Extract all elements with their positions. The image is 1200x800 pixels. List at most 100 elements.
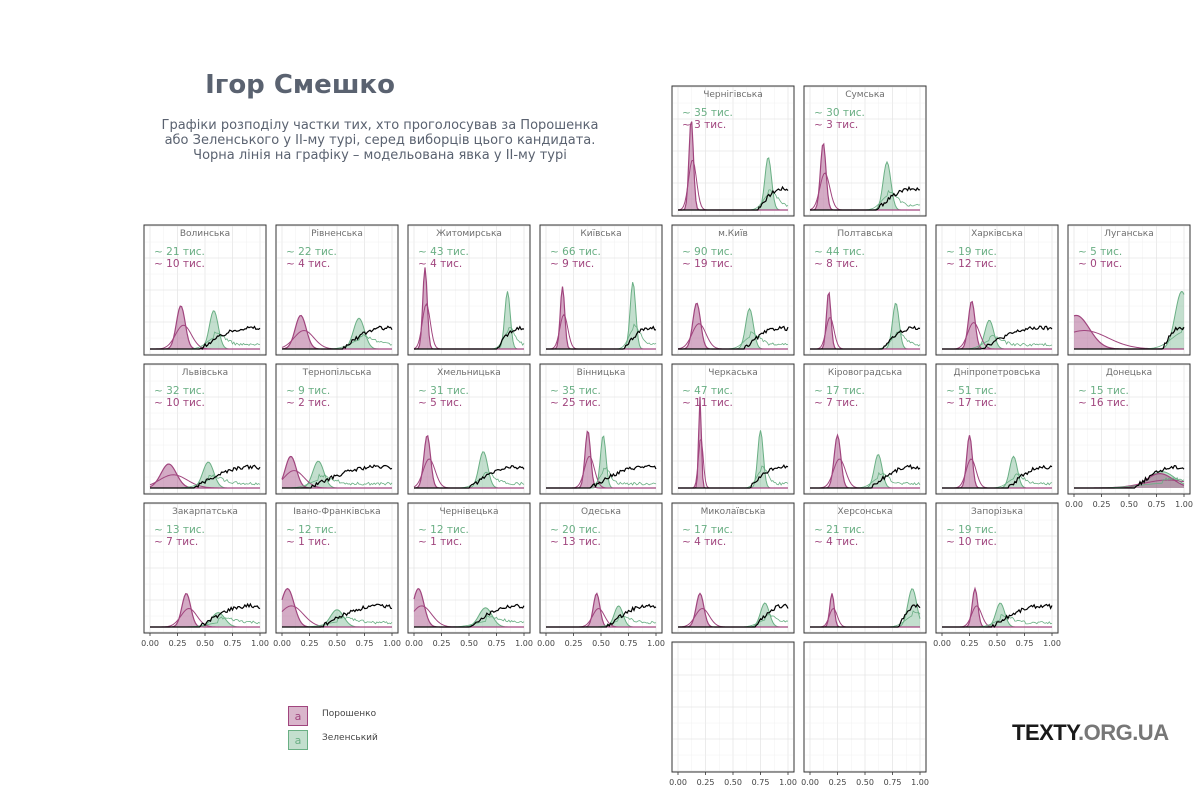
turnout-line — [942, 464, 1053, 489]
zelensky-count-label: ~ 12 тис. — [418, 524, 469, 536]
turnout-line — [810, 603, 921, 628]
x-tick-label: 1.00 — [779, 778, 797, 787]
poroshenko-count-label: ~ 10 тис. — [946, 536, 997, 548]
panel-title: Хмельницька — [437, 368, 501, 378]
zelensky-count-label: ~ 15 тис. — [1078, 385, 1129, 397]
panel-title: Сумська — [845, 90, 885, 100]
panel-title: Одеська — [581, 507, 621, 517]
poroshenko-area — [282, 588, 392, 627]
zelensky-count-label: ~ 35 тис. — [682, 107, 733, 119]
turnout-line — [810, 325, 921, 350]
zelensky-count-label: ~ 30 тис. — [814, 107, 865, 119]
poroshenko-count-label: ~ 4 тис. — [286, 258, 330, 270]
poroshenko-count-label: ~ 10 тис. — [154, 397, 205, 409]
poroshenko-area — [810, 435, 920, 488]
poroshenko-count-label: ~ 13 тис. — [550, 536, 601, 548]
panel-title: Полтавська — [837, 229, 892, 239]
poroshenko-line-alt — [281, 470, 392, 489]
x-tick-label: 1.00 — [647, 639, 665, 648]
facet-panel: Черкаська ~ 47 тис.~ 11 тис. — [671, 363, 795, 495]
zelensky-area — [546, 436, 656, 488]
zelensky-count-label: ~ 35 тис. — [550, 385, 601, 397]
turnout-line — [678, 464, 789, 489]
panel-title: Чернігівська — [703, 90, 763, 100]
x-tick-label: 1.00 — [1043, 639, 1061, 648]
facet-panel: Херсонська ~ 21 тис.~ 4 тис. — [803, 502, 927, 634]
zelensky-count-label: ~ 13 тис. — [154, 524, 205, 536]
zelensky-count-label: ~ 47 тис. — [682, 385, 733, 397]
poroshenko-count-label: ~ 16 тис. — [1078, 397, 1129, 409]
zelensky-count-label: ~ 44 тис. — [814, 246, 865, 258]
poroshenko-count-label: ~ 4 тис. — [682, 536, 726, 548]
facet-panel: м.Київ ~ 90 тис.~ 19 тис. — [671, 224, 795, 356]
legend-label-zelensky: Зеленський — [322, 733, 378, 743]
panel-title: Закарпатська — [172, 507, 238, 517]
zelensky-count-label: ~ 21 тис. — [154, 246, 205, 258]
zelensky-line-alt — [281, 473, 393, 489]
poroshenko-area — [942, 435, 1052, 488]
facet-panel: 0.00 0.25 0.50 0.75 1.00 Івано-Франківська ~ 1… — [273, 502, 401, 648]
turnout-line — [282, 325, 393, 350]
zelensky-area — [942, 603, 1052, 627]
panel-title: Харківська — [971, 229, 1023, 239]
poroshenko-count-label: ~ 3 тис. — [814, 119, 858, 131]
panel-title: Запорізька — [971, 507, 1023, 517]
poroshenko-count-label: ~ 17 тис. — [946, 397, 997, 409]
turnout-line — [282, 603, 393, 628]
facet-panel: Кіровоградська ~ 17 тис.~ 7 тис. — [803, 363, 927, 495]
poroshenko-line-alt — [1073, 330, 1184, 350]
facet-panel: Волинська ~ 21 тис.~ 10 тис. — [143, 224, 267, 356]
x-tick-label: 0.50 — [1120, 500, 1138, 509]
poroshenko-line-alt — [942, 322, 1052, 350]
x-tick-label: 0.25 — [1093, 500, 1111, 509]
poroshenko-area — [678, 303, 788, 349]
facet-panel: 0.00 0.25 0.50 0.75 1.00 Донецька ~ 15 тис.~ 1… — [1065, 363, 1193, 509]
zelensky-count-label: ~ 21 тис. — [814, 524, 865, 536]
x-tick-label: 0.75 — [1148, 500, 1166, 509]
zelensky-area — [810, 162, 920, 210]
panel-title: Житомирська — [436, 229, 502, 239]
facet-panel: Рівненська ~ 22 тис.~ 4 тис. — [275, 224, 399, 356]
legend-key-poroshenko: a — [288, 706, 308, 726]
panel-title: Миколаївська — [701, 507, 766, 517]
facet-panel: 0.00 0.25 0.50 0.75 1.00 — [669, 641, 797, 787]
turnout-line — [150, 602, 261, 628]
poroshenko-count-label: ~ 7 тис. — [154, 536, 198, 548]
logo-suffix: .ORG.UA — [1077, 720, 1169, 745]
chart-subtitle: Графіки розподілу частки тих, хто прогол… — [130, 118, 630, 163]
panel-title: Вінницька — [577, 368, 626, 378]
zelensky-count-label: ~ 32 тис. — [154, 385, 205, 397]
zelensky-count-label: ~ 22 тис. — [286, 246, 337, 258]
turnout-line — [150, 325, 261, 350]
poroshenko-count-label: ~ 4 тис. — [418, 258, 462, 270]
x-tick-label: 0.00 — [405, 639, 423, 648]
zelensky-area — [414, 291, 524, 349]
texty-logo[interactable]: TEXTY.ORG.UA — [1012, 720, 1169, 746]
x-tick-label: 0.00 — [537, 639, 555, 648]
turnout-line — [546, 464, 657, 489]
panel-title: Луганська — [1104, 229, 1153, 239]
turnout-line — [414, 603, 525, 628]
poroshenko-area — [414, 267, 524, 349]
poroshenko-count-label: ~ 5 тис. — [418, 397, 462, 409]
turnout-line — [282, 464, 393, 489]
zelensky-area — [150, 462, 260, 488]
panel-title: Івано-Франківська — [293, 507, 380, 517]
panel-title: Львівська — [182, 368, 228, 378]
x-tick-label: 0.00 — [273, 639, 291, 648]
legend-label-poroshenko: Порошенко — [322, 709, 377, 719]
x-tick-label: 1.00 — [911, 778, 929, 787]
zelensky-count-label: ~ 19 тис. — [946, 246, 997, 258]
poroshenko-line-alt — [149, 474, 260, 489]
turnout-line — [1074, 464, 1185, 489]
poroshenko-line-alt — [281, 605, 392, 628]
turnout-line — [942, 603, 1053, 629]
logo-main: TEXTY — [1012, 720, 1078, 745]
x-tick-label: 0.25 — [697, 778, 715, 787]
turnout-line — [414, 325, 525, 350]
turnout-line — [810, 185, 921, 211]
x-tick-label: 0.50 — [724, 778, 742, 787]
turnout-line — [546, 325, 657, 350]
poroshenko-area — [678, 593, 788, 627]
x-tick-label: 0.25 — [829, 778, 847, 787]
